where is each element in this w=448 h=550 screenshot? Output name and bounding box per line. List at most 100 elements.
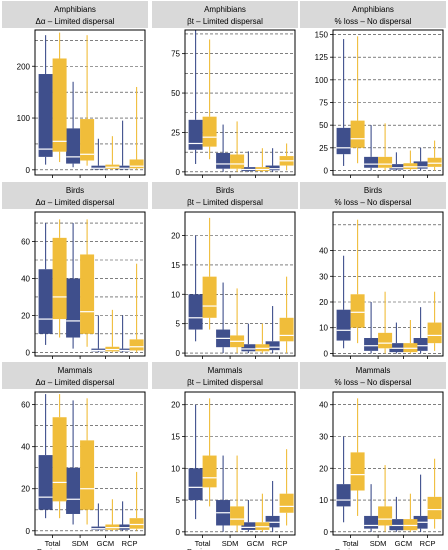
box-yellow (202, 276, 217, 318)
y-tick-label: 40 (21, 443, 30, 452)
panel-group-label: Mammals (208, 366, 243, 375)
panel-7: Mammals βt – Limited dispersal 0 5 10 15 20 Tot… (152, 362, 298, 550)
box-blue (265, 165, 280, 171)
x-tick-label: Total (343, 539, 359, 548)
y-tick-label: 10 (319, 324, 328, 333)
y-tick-label: 60 (21, 401, 30, 410)
y-tick-label: 40 (319, 247, 328, 256)
x-tick-label: Deviance (187, 547, 218, 550)
x-tick-label: RCP (272, 539, 288, 548)
y-tick-label: 75 (171, 50, 180, 59)
y-tick-label: 50 (171, 89, 180, 98)
panel-group-label: Amphibians (204, 5, 246, 14)
panel-frame (332, 211, 444, 357)
box-yellow (129, 518, 144, 529)
box-yellow (350, 294, 365, 328)
y-tick-label: 25 (171, 128, 180, 137)
y-tick-label: 125 (315, 53, 329, 62)
box-blue (66, 128, 81, 164)
box-blue (389, 519, 404, 531)
y-tick-label: 0 (26, 527, 31, 536)
box-blue (188, 468, 203, 501)
panel-strip (2, 1, 148, 28)
box-yellow (129, 159, 144, 169)
box-blue (66, 278, 81, 338)
y-tick-label: 0 (26, 348, 31, 357)
y-tick-label: 20 (319, 298, 328, 307)
box-yellow (403, 163, 418, 170)
panel-frame (34, 211, 146, 357)
y-tick-label: 0 (26, 166, 31, 175)
x-tick-label: RCP (420, 539, 436, 548)
y-tick-label: 0 (324, 528, 329, 537)
y-tick-label: 40 (21, 274, 30, 283)
y-tick-label: 5 (176, 496, 181, 505)
box-yellow (427, 322, 442, 344)
box-blue (241, 522, 256, 530)
box-yellow (52, 58, 67, 152)
box-yellow (80, 440, 95, 510)
box-blue (389, 343, 404, 353)
panel-5: Birds % loss – No dispersal 0 10 20 30 40 (300, 182, 446, 359)
y-tick-label: 200 (17, 62, 31, 71)
panel-6: Mammals Δα – Limited dispersal 0 20 40 60 Tota… (2, 362, 148, 550)
x-tick-label: SDM (370, 539, 387, 548)
y-tick-label: 10 (319, 496, 328, 505)
panel-metric-label: Δα – Limited dispersal (36, 378, 115, 387)
box-blue (115, 165, 130, 170)
box-blue (91, 165, 106, 170)
x-tick-label: GCM (247, 539, 265, 548)
panel-group-label: Amphibians (54, 5, 96, 14)
box-blue (38, 269, 53, 334)
x-tick-label: GCM (395, 539, 413, 548)
y-tick-label: 20 (21, 311, 30, 320)
panel-strip (300, 1, 446, 28)
panel-strip (152, 182, 298, 209)
box-yellow (129, 339, 144, 351)
y-tick-label: 75 (319, 99, 328, 108)
panel-8: Mammals % loss – No dispersal 0 10 20 30 40 Tot… (300, 362, 446, 550)
panel-strip (300, 182, 446, 209)
y-tick-label: 20 (171, 401, 180, 410)
panel-metric-label: βt – Limited dispersal (187, 198, 263, 207)
panel-metric-label: βt – Limited dispersal (187, 17, 263, 26)
y-tick-label: 15 (171, 261, 180, 270)
panel-strip (152, 1, 298, 28)
y-tick-label: 100 (17, 114, 31, 123)
box-blue (241, 344, 256, 352)
panel-strip (2, 362, 148, 389)
box-yellow (427, 496, 442, 520)
panel-1: Amphibians βt – Limited dispersal 0 25 50 75 (152, 1, 298, 178)
box-yellow (378, 156, 393, 168)
y-tick-label: 15 (171, 432, 180, 441)
box-blue (188, 294, 203, 330)
box-yellow (279, 493, 294, 513)
box-yellow (230, 154, 245, 169)
panel-group-label: Mammals (356, 366, 391, 375)
box-yellow (378, 506, 393, 526)
y-tick-label: 0 (176, 349, 181, 358)
panel-strip (2, 182, 148, 209)
box-yellow (403, 519, 418, 531)
y-tick-label: 100 (315, 76, 329, 85)
panel-frame (34, 29, 146, 176)
panel-group-label: Birds (66, 186, 84, 195)
box-yellow (202, 455, 217, 488)
y-tick-label: 50 (319, 121, 328, 130)
panel-group-label: Amphibians (352, 5, 394, 14)
box-yellow (80, 119, 95, 161)
panel-metric-label: βt – Limited dispersal (187, 378, 263, 387)
y-tick-label: 25 (319, 144, 328, 153)
box-yellow (350, 452, 365, 491)
panel-group-label: Birds (216, 186, 234, 195)
panel-4: Birds βt – Limited dispersal 0 5 10 15 20 (152, 182, 298, 359)
box-blue (336, 127, 351, 155)
panel-0: Amphibians Δα – Limited dispersal 0 100 200 (2, 1, 148, 178)
box-blue (336, 484, 351, 507)
y-tick-label: 0 (176, 168, 181, 177)
box-yellow (279, 317, 294, 342)
y-tick-label: 10 (171, 464, 180, 473)
y-tick-label: 40 (319, 401, 328, 410)
box-blue (389, 164, 404, 170)
